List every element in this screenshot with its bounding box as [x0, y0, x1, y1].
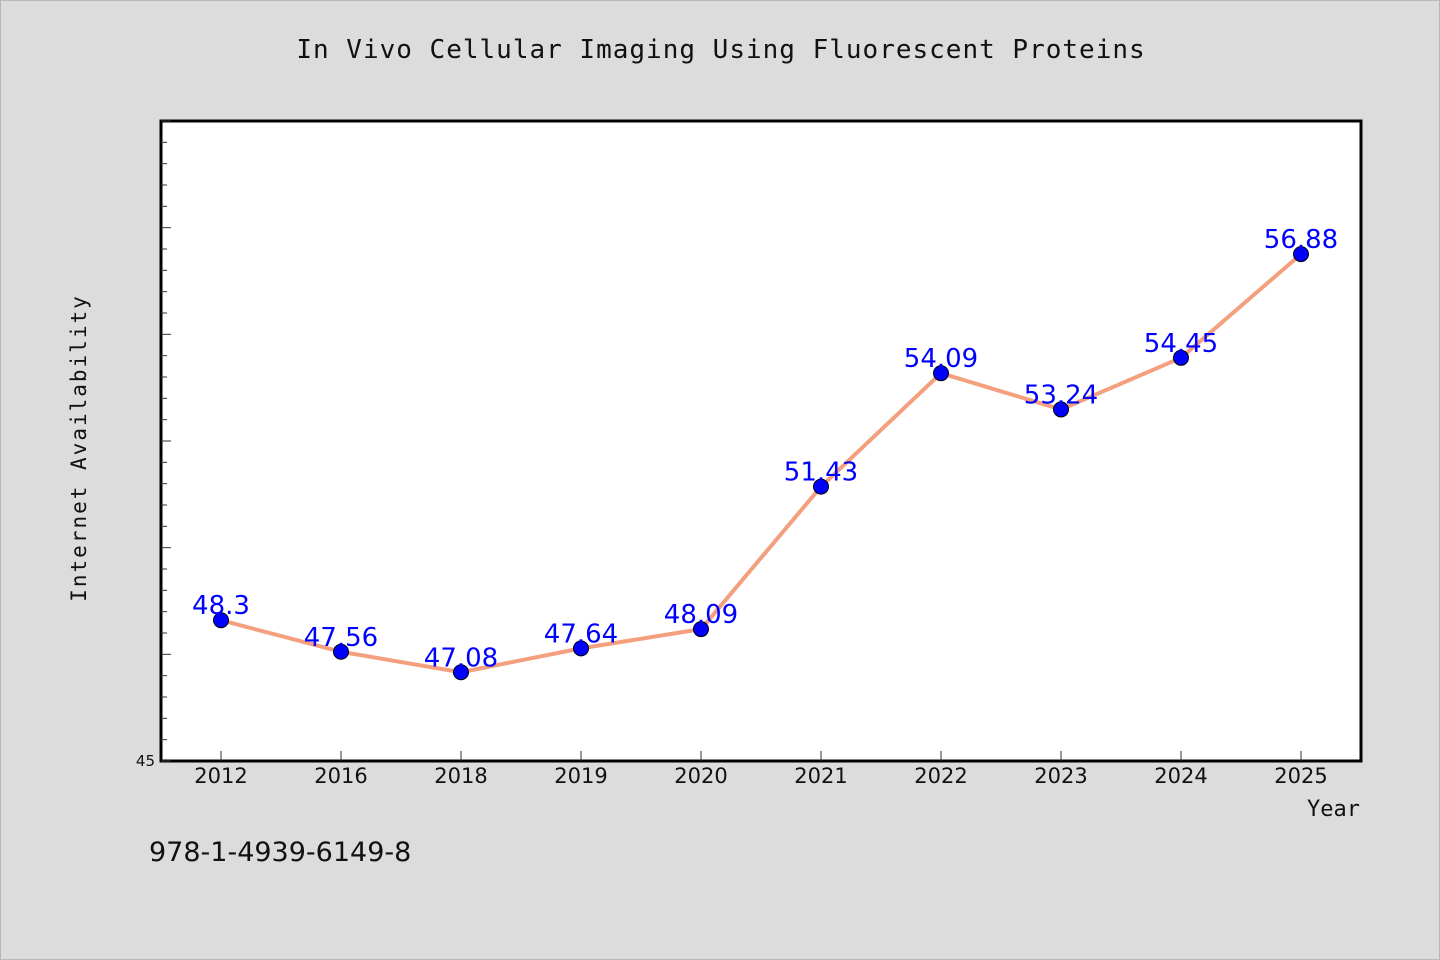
data-point [813, 478, 829, 495]
data-point [693, 621, 709, 638]
data-label: 47.56 [304, 623, 378, 653]
plot-area: 2012 2016 2018 2019 2020 2021 2022 2023 2024 2025… [136, 119, 1363, 788]
data-label: 48.09 [664, 600, 738, 630]
x-tick-label: 2023 [1034, 764, 1087, 788]
data-label: 54.45 [1144, 329, 1218, 359]
x-tick-label: 2012 [194, 764, 247, 788]
data-label: 56.88 [1264, 225, 1338, 255]
x-tick-label: 2016 [314, 764, 367, 788]
data-label: 51.43 [784, 458, 858, 488]
data-point [573, 640, 589, 657]
data-point [1293, 246, 1309, 263]
plot-frame [159, 119, 1363, 763]
data-label: 47.64 [544, 619, 618, 649]
data-label: 48.3 [192, 591, 250, 621]
isbn-text: 978-1-4939-6149-8 [149, 837, 412, 868]
x-axis-label: Year [1307, 797, 1360, 822]
data-label: 53.24 [1024, 380, 1098, 410]
data-point [453, 664, 469, 681]
x-tick-label: 2025 [1274, 764, 1327, 788]
chart-title: In Vivo Cellular Imaging Using Fluoresce… [296, 35, 1146, 65]
data-point [933, 365, 949, 382]
x-tick-label: 2022 [914, 764, 967, 788]
data-point [1053, 401, 1069, 418]
x-tick-label: 2024 [1154, 764, 1207, 788]
data-label: 47.08 [424, 643, 498, 673]
series-line [220, 252, 1303, 675]
x-tick-label: 2020 [674, 764, 727, 788]
x-tick-label: 2018 [434, 764, 487, 788]
x-tick-label: 2019 [554, 764, 607, 788]
y-tick-label: 45 [136, 752, 155, 770]
data-label: 54.09 [904, 344, 978, 374]
data-point [213, 612, 229, 629]
data-point [1173, 349, 1189, 366]
data-point [333, 643, 349, 660]
y-axis-label: Internet Availability [67, 294, 91, 602]
x-tick-label: 2021 [794, 764, 847, 788]
